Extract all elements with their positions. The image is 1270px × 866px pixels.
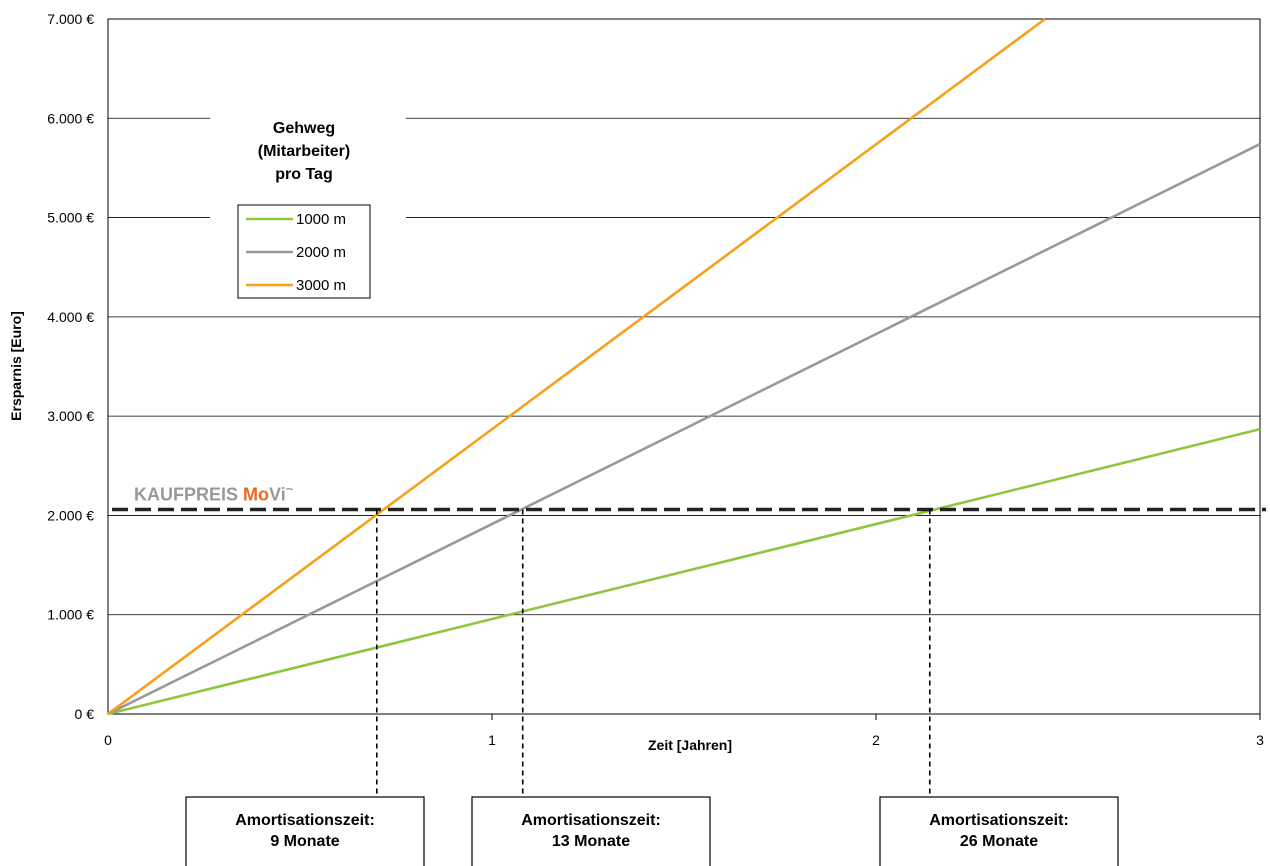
x-tick-label-0: 0 [104,732,112,748]
payback-title-0: Amortisationszeit: [235,812,375,829]
y-tick-label-7: 7.000 € [47,11,94,27]
y-tick-label-1: 1.000 € [47,607,94,623]
payback-title-1: Amortisationszeit: [521,812,661,829]
series-line-2 [107,17,1046,716]
reference-label-part-0: KAUFPREIS [134,484,243,504]
y-tick-label-5: 5.000 € [47,210,94,226]
legend-title-line-1: (Mitarbeiter) [258,143,350,160]
y-tick-label-6: 6.000 € [47,110,94,126]
series-line-0 [107,427,1261,716]
y-tick-label-3: 3.000 € [47,408,94,424]
payback-box-2 [879,796,1119,866]
legend-label-0: 1000 m [296,211,346,228]
reference-label-part-1: Mo [243,484,269,504]
payback-value-1: 13 Monate [552,833,630,850]
legend-title-line-2: pro Tag [275,166,332,183]
x-tick-label-2: 2 [872,732,880,748]
payback-box-0 [185,796,425,866]
payback-title-2: Amortisationszeit: [929,812,1069,829]
legend-label-1: 2000 m [296,244,346,261]
y-tick-label-0: 0 € [75,706,95,722]
series-line-1 [107,142,1261,716]
payback-box-1 [471,796,711,866]
axis-layer: 0 € 1.000 € 2.000 € 3.000 € 4.000 € 5.000 € 6.… [8,11,1264,753]
y-tick-label-4: 4.000 € [47,309,94,325]
x-axis-title: Zeit [Jahren] [648,737,732,753]
y-axis-title: Ersparnis [Euro] [8,311,24,421]
reference-label-part-3: ~ [286,481,294,496]
series-layer [107,17,1261,716]
payback-value-2: 26 Monate [960,833,1038,850]
legend-title-line-0: Gehweg [273,120,335,137]
reference-line-label: KAUFPREIS MoVi~ [134,481,294,504]
reference-layer: KAUFPREIS MoVi~ [112,481,1266,512]
y-tick-label-2: 2.000 € [47,507,94,523]
payback-value-0: 9 Monate [270,833,339,850]
x-tick-label-3: 3 [1256,732,1264,748]
legend: Gehweg (Mitarbeiter) pro Tag 1000 m 2000 m 30… [246,120,350,294]
x-tick-label-1: 1 [488,732,496,748]
legend-label-2: 3000 m [296,277,346,294]
reference-label-part-2: Vi [269,484,286,504]
legend-title-background [210,110,406,218]
annotation-layer: Amortisationszeit: 9 Monate Amortisationsz… [185,509,1119,866]
